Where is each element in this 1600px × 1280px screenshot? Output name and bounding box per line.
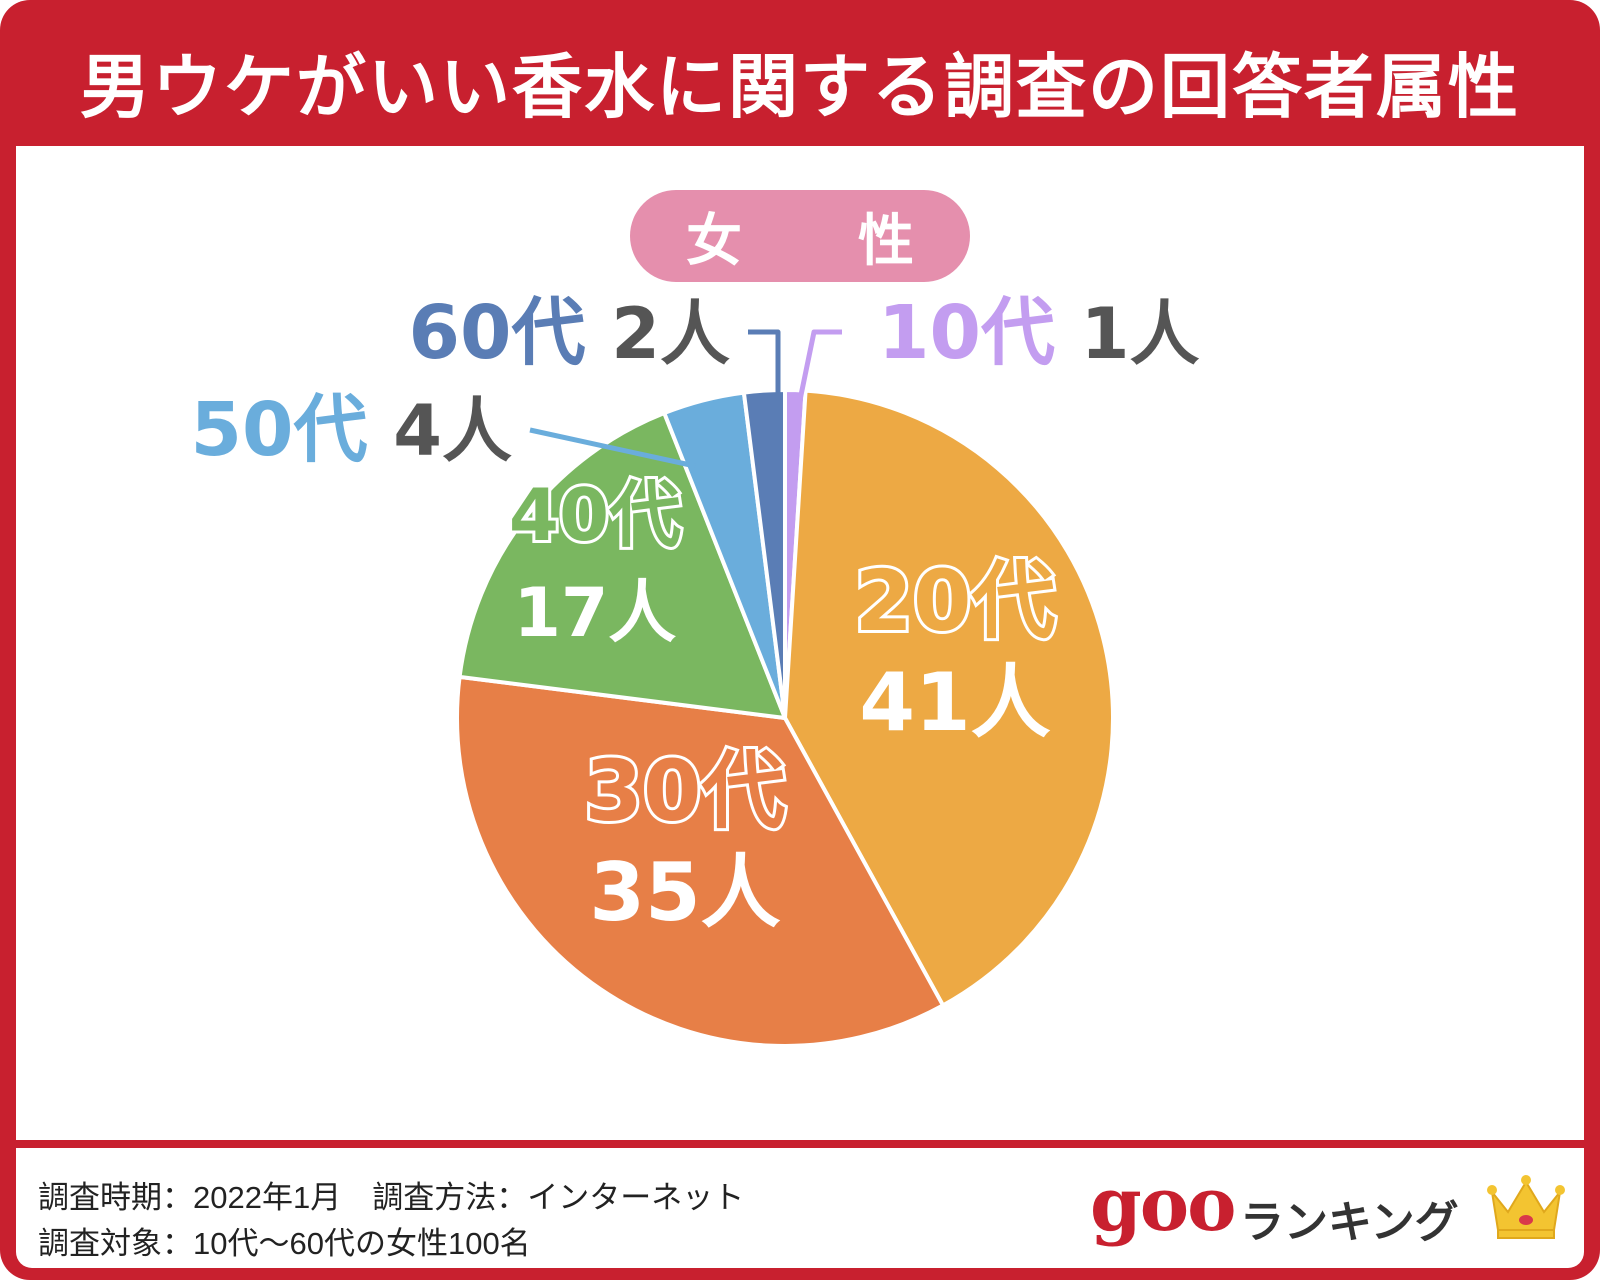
slice-count-20s: 41人 <box>859 656 1050 749</box>
leader-line-10s <box>797 329 842 401</box>
slice-count-30s: 35人 <box>589 846 780 939</box>
ranking-logo-text: ランキング <box>1240 1197 1459 1248</box>
pie-slice-30s <box>455 674 946 1049</box>
pie-slice-20s <box>783 388 1115 1008</box>
slice-count-40s: 17人 <box>514 574 677 653</box>
leader-line-60s <box>748 329 781 400</box>
slice-label-40s: 40代 <box>509 473 681 557</box>
pie-slice-40s <box>457 411 787 720</box>
slice-label-60s: 60代 2人 <box>409 290 730 376</box>
slice-count-50s: 4人 <box>393 390 512 472</box>
slice-label-50s: 50代 4人 <box>191 387 512 473</box>
group-label-pill: 女 性 <box>630 190 970 282</box>
pie-slice-60s <box>741 388 787 720</box>
slice-label-10s: 10代 1人 <box>878 290 1199 376</box>
slice-count-60s: 2人 <box>611 293 730 375</box>
slice-label-20s: 20代 <box>855 552 1056 650</box>
leader-line-50s <box>529 427 696 469</box>
slice-label-30s: 30代 <box>585 742 786 840</box>
goo-logo-text: goo <box>1090 1162 1236 1248</box>
footer-panel <box>16 1148 1584 1268</box>
slice-count-10s: 1人 <box>1081 293 1200 375</box>
survey-note-period-method: 調査時期：2022年1月 調査方法：インターネット <box>38 1180 745 1215</box>
page-title: 男ウケがいい香水に関する調査の回答者属性 <box>80 45 1520 128</box>
crown-icon <box>1487 1175 1565 1239</box>
survey-note-target: 調査対象：10代〜60代の女性100名 <box>38 1226 531 1261</box>
